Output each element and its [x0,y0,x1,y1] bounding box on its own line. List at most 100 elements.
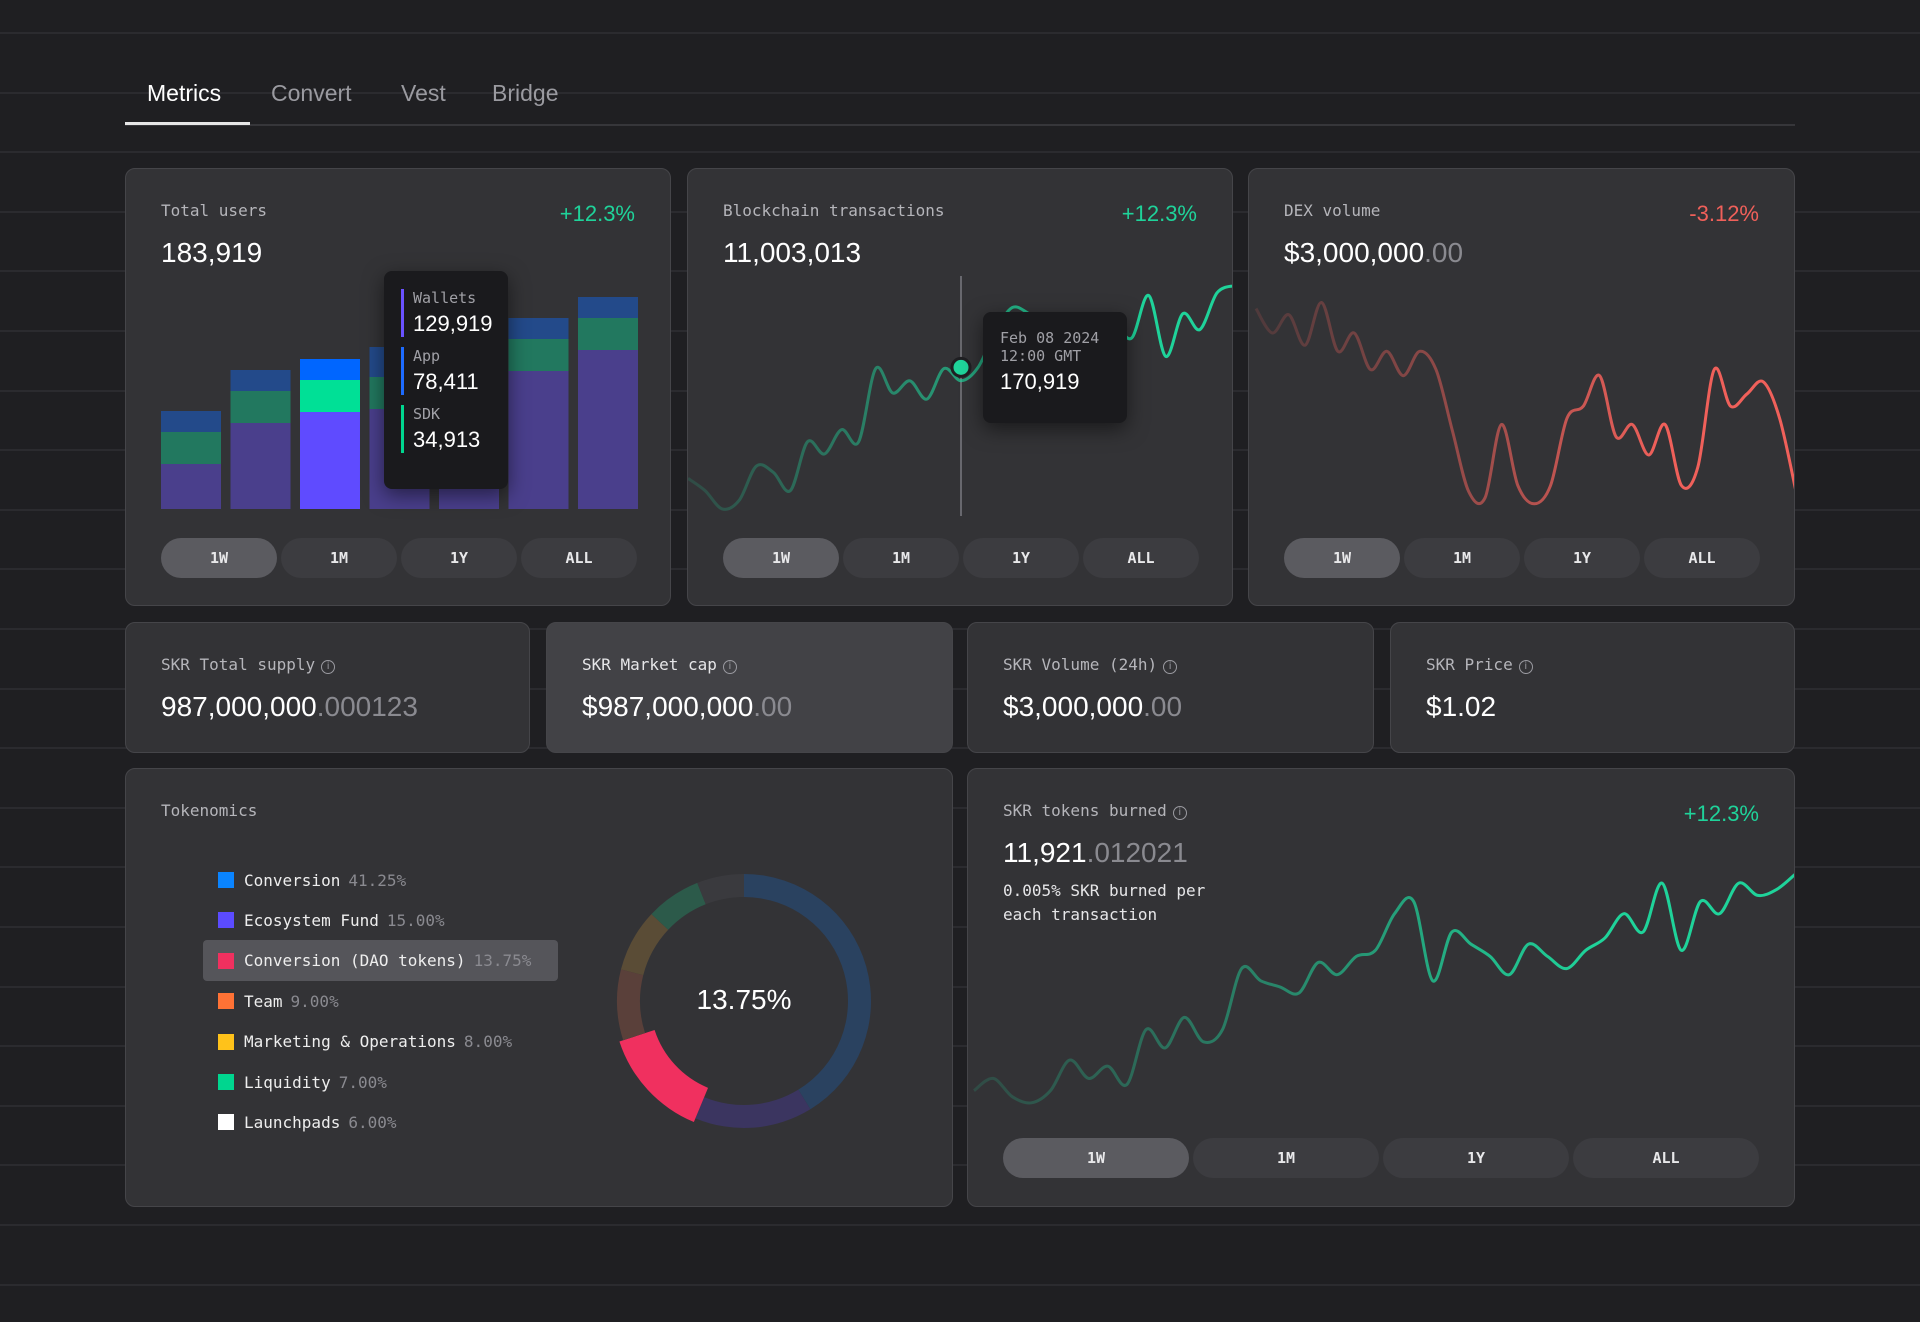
bar-segment-app[interactable] [161,411,221,432]
tab-convert[interactable]: Convert [271,80,352,106]
price-card: SKR Price i $1.02 [1390,622,1795,753]
donut-slice[interactable] [744,874,871,1110]
stat-value: 987,000,000.000123 [161,691,418,722]
tooltip-wallets: Wallets 129,919 [401,289,508,337]
bar-segment-app[interactable] [508,318,569,339]
tooltip-sdk: SDK 34,913 [401,405,508,453]
bar-segment-sdk[interactable] [300,380,360,412]
donut-slice[interactable] [619,1030,709,1123]
background-line [0,688,1920,690]
burned-line [973,873,1794,1105]
range-1w-button[interactable]: 1W [723,538,839,578]
legend-percent: 15.00% [386,910,445,930]
background-line [0,1284,1920,1286]
donut-slice[interactable] [697,874,744,905]
stat-value: $1.02 [1426,691,1497,722]
range-1y-button[interactable]: 1Y [401,538,517,578]
bar-segment-sdk[interactable] [578,318,638,350]
bar-segment-app[interactable] [230,370,291,391]
legend-label: Conversion (DAO tokens) [244,951,466,971]
bar-segment-sdk[interactable] [161,432,221,464]
range-1y-button[interactable]: 1Y [1383,1138,1569,1178]
legend-label: Launchpads [244,1112,341,1132]
legend-swatch [218,912,234,929]
info-icon[interactable]: i [722,660,737,674]
range-1w-button[interactable]: 1W [1003,1138,1189,1178]
tab-bridge[interactable]: Bridge [492,80,559,106]
legend-item[interactable]: Ecosystem Fund 15.00% [218,900,445,940]
burned-description: 0.005% SKR burned per each transaction [1003,881,1206,924]
background-line [0,1164,1920,1166]
range-1w-button[interactable]: 1W [161,538,277,578]
info-icon[interactable]: i [1518,660,1533,674]
background-line [0,92,1920,94]
bar-segment-wallets[interactable] [578,350,638,509]
background-line [0,807,1920,809]
range-1m-button[interactable]: 1M [1193,1138,1379,1178]
background-line [0,628,1920,630]
legend-item[interactable]: Marketing & Operations 8.00% [218,1022,512,1062]
bar-segment-wallets[interactable] [230,423,291,509]
tab-metrics[interactable]: Metrics [147,80,222,106]
legend-percent: 41.25% [348,870,407,890]
range-all-button[interactable]: ALL [521,538,637,578]
donut-center-label: 13.75% [696,984,792,1015]
burned-value: 11,921.012021 [1003,837,1188,868]
info-icon[interactable]: i [1163,660,1178,674]
range-1m-button[interactable]: 1M [843,538,959,578]
burned-line-chart [973,873,1794,1105]
legend-percent: 6.00% [348,1112,397,1132]
stat-value: $987,000,000.00 [582,691,793,722]
legend-item[interactable]: Team 9.00% [218,981,339,1021]
legend-percent: 9.00% [290,991,339,1011]
donut-slice[interactable] [695,1089,811,1128]
legend-item[interactable]: Conversion 41.25% [218,860,406,900]
market-cap-card[interactable]: SKR Market cap i $987,000,000.00 [546,622,953,753]
range-all-button[interactable]: ALL [1573,1138,1759,1178]
background-line [0,1105,1920,1107]
tokenomics-donut-chart [617,874,871,1128]
info-icon[interactable]: i [321,660,336,674]
card-title: Tokenomics [161,801,258,820]
bar-segment-sdk[interactable] [230,391,291,423]
background-line [0,986,1920,988]
stat-title: SKR Total supply i [161,655,336,674]
info-icon[interactable]: i [1172,806,1187,820]
range-1w-button[interactable]: 1W [1284,538,1400,578]
bar-segment-wallets[interactable] [300,412,360,509]
tooltip-value: 170,919 [1000,369,1080,394]
donut-slice[interactable] [620,914,669,976]
card-title: Blockchain transactions [723,201,945,220]
range-all-button[interactable]: ALL [1083,538,1199,578]
hover-point[interactable] [950,356,972,378]
legend-item[interactable]: Conversion (DAO tokens) 13.75% [218,941,531,981]
blockchain-transactions-card: Blockchain transactions 11,003,013 +12.3… [687,168,1233,606]
bar-segment-sdk[interactable] [508,339,569,371]
bar-segment-app[interactable] [578,297,638,318]
range-selector: 1W 1M 1Y ALL [1003,1138,1759,1178]
legend-swatch [218,1074,234,1090]
transactions-line [688,284,1232,511]
legend-item[interactable]: Launchpads 6.00% [218,1102,397,1142]
card-title: SKR tokens burned i [1003,801,1187,820]
active-tab-indicator [125,122,250,125]
legend-label: Team [244,991,283,1011]
tab-vest[interactable]: Vest [401,80,446,106]
range-selector: 1W 1M 1Y ALL [723,538,1199,578]
delta-badge: +12.3% [1121,201,1197,226]
background-line [0,747,1920,749]
legend-swatch [218,872,234,888]
donut-slice[interactable] [651,882,706,930]
bar-segment-wallets[interactable] [161,464,221,509]
tooltip-time: 12:00 GMT [1000,347,1082,365]
legend-item[interactable]: Liquidity 7.00% [218,1062,387,1102]
range-1m-button[interactable]: 1M [1404,538,1520,578]
range-1y-button[interactable]: 1Y [1524,538,1640,578]
bar-segment-app[interactable] [300,359,360,380]
background-line [0,1224,1920,1226]
range-all-button[interactable]: ALL [1644,538,1760,578]
range-1y-button[interactable]: 1Y [963,538,1079,578]
donut-slice[interactable] [617,969,646,1041]
range-1m-button[interactable]: 1M [281,538,397,578]
bar-segment-wallets[interactable] [508,371,569,509]
